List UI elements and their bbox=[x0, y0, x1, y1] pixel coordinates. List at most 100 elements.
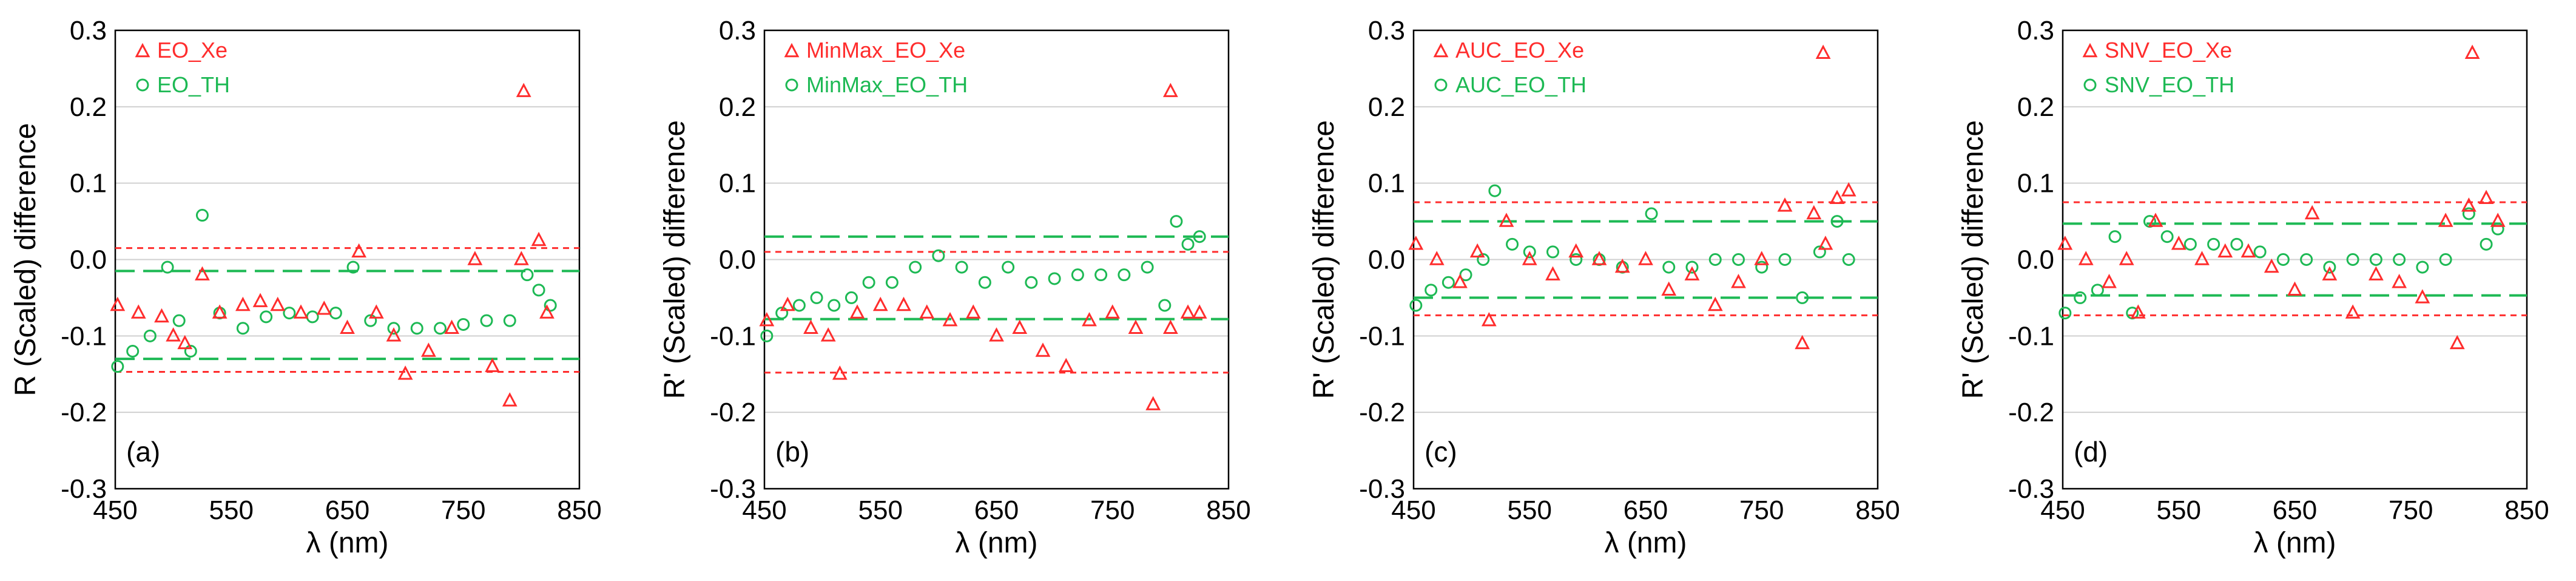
th-point bbox=[1441, 276, 1455, 289]
y-tick-label: 0.2 bbox=[2017, 92, 2054, 122]
th-point bbox=[1662, 260, 1676, 274]
th-point bbox=[143, 329, 157, 342]
xe-point bbox=[1545, 266, 1560, 280]
xe-point bbox=[531, 231, 547, 246]
th-point bbox=[172, 314, 186, 327]
th-point bbox=[2416, 260, 2429, 274]
th-point bbox=[2253, 245, 2267, 259]
xe-point bbox=[1795, 335, 1810, 350]
th-point bbox=[346, 260, 360, 274]
y-tick-label: -0.2 bbox=[61, 398, 107, 427]
xe-point bbox=[872, 296, 888, 311]
xe-point bbox=[130, 304, 146, 319]
legend-th-marker bbox=[785, 78, 798, 92]
y-tick-label: -0.3 bbox=[61, 474, 107, 504]
y-tick-label: -0.2 bbox=[710, 398, 756, 427]
y-axis-label: R' (Scaled) difference bbox=[1957, 120, 1989, 399]
xe-point bbox=[942, 311, 958, 327]
y-tick-label: 0.3 bbox=[70, 16, 107, 46]
x-tick-label: 750 bbox=[2389, 495, 2433, 525]
xe-point bbox=[1522, 251, 1537, 265]
x-axis-label: λ (nm) bbox=[306, 527, 389, 559]
xe-point bbox=[1806, 205, 1822, 220]
legend-th-marker bbox=[136, 78, 149, 92]
y-tick-label: 0.2 bbox=[1368, 92, 1405, 122]
th-point bbox=[480, 314, 493, 327]
x-axis-label: λ (nm) bbox=[2254, 527, 2336, 559]
xe-point bbox=[1841, 182, 1856, 197]
xe-point bbox=[1661, 281, 1677, 296]
xe-point bbox=[1408, 236, 1424, 250]
xe-point bbox=[166, 327, 181, 342]
th-point bbox=[410, 322, 423, 335]
th-point bbox=[2300, 253, 2313, 266]
th-point bbox=[1813, 245, 1826, 259]
xe-point bbox=[2264, 258, 2279, 273]
th-point bbox=[2346, 253, 2359, 266]
th-point bbox=[1025, 276, 1038, 289]
xe-point bbox=[513, 251, 529, 265]
x-tick-label: 650 bbox=[974, 495, 1019, 525]
xe-point bbox=[1105, 304, 1121, 319]
x-tick-label: 550 bbox=[209, 495, 254, 525]
y-axis-label: R' (Scaled) difference bbox=[1308, 120, 1340, 399]
y-tick-label: -0.1 bbox=[2008, 321, 2054, 351]
x-tick-label: 550 bbox=[2157, 495, 2201, 525]
th-point bbox=[1409, 299, 1423, 312]
th-point bbox=[2230, 237, 2244, 251]
legend-th-label: MinMax_EO_TH bbox=[806, 72, 968, 97]
xe-point bbox=[849, 304, 865, 319]
xe-point bbox=[989, 327, 1004, 342]
xe-point bbox=[1818, 236, 1833, 250]
th-point bbox=[1778, 253, 1792, 266]
legend-th-marker bbox=[2083, 78, 2097, 92]
th-point bbox=[1506, 237, 1519, 251]
legend-xe-label: MinMax_EO_Xe bbox=[806, 38, 965, 63]
xe-point bbox=[2438, 212, 2453, 227]
th-point bbox=[1842, 253, 1855, 266]
th-point bbox=[909, 260, 922, 274]
th-point bbox=[1755, 260, 1768, 274]
xe-point bbox=[539, 304, 555, 319]
x-tick-label: 450 bbox=[2040, 495, 2085, 525]
xe-point bbox=[110, 296, 126, 311]
xe-point bbox=[1192, 304, 1207, 319]
y-axis-label: R (Scaled) difference bbox=[10, 123, 42, 396]
th-point bbox=[260, 310, 273, 324]
th-point bbox=[1523, 245, 1536, 259]
x-tick-label: 850 bbox=[1855, 495, 1900, 525]
x-tick-label: 650 bbox=[325, 495, 369, 525]
xe-point bbox=[485, 358, 500, 372]
th-point bbox=[862, 276, 875, 289]
y-tick-label: -0.3 bbox=[1359, 474, 1405, 504]
th-point bbox=[2462, 207, 2475, 220]
th-point bbox=[2108, 230, 2122, 243]
x-tick-label: 450 bbox=[1391, 495, 1435, 525]
th-point bbox=[1048, 272, 1061, 285]
xe-point bbox=[235, 296, 251, 311]
th-point bbox=[2480, 237, 2493, 251]
xe-outlier-point bbox=[1815, 44, 1831, 59]
th-point bbox=[2207, 237, 2220, 251]
th-point bbox=[1477, 253, 1490, 266]
xe-point bbox=[444, 319, 460, 334]
th-point bbox=[1546, 245, 1559, 259]
th-point bbox=[885, 276, 899, 289]
xe-point bbox=[1180, 304, 1196, 319]
th-point bbox=[775, 307, 789, 320]
xe-point bbox=[2217, 243, 2233, 258]
th-point bbox=[2091, 284, 2104, 297]
th-point bbox=[503, 314, 516, 327]
th-point bbox=[1488, 184, 1502, 197]
x-tick-label: 850 bbox=[1206, 495, 1250, 525]
th-point bbox=[2183, 237, 2197, 251]
th-point bbox=[2439, 253, 2452, 266]
th-point bbox=[1732, 253, 1745, 266]
th-point bbox=[2491, 222, 2504, 236]
xe-point bbox=[2478, 189, 2494, 205]
th-point bbox=[2074, 291, 2087, 304]
xe-point bbox=[1452, 274, 1468, 288]
xe-point bbox=[420, 342, 436, 357]
plot-frame bbox=[2062, 29, 2528, 490]
xe-point bbox=[2392, 274, 2407, 288]
